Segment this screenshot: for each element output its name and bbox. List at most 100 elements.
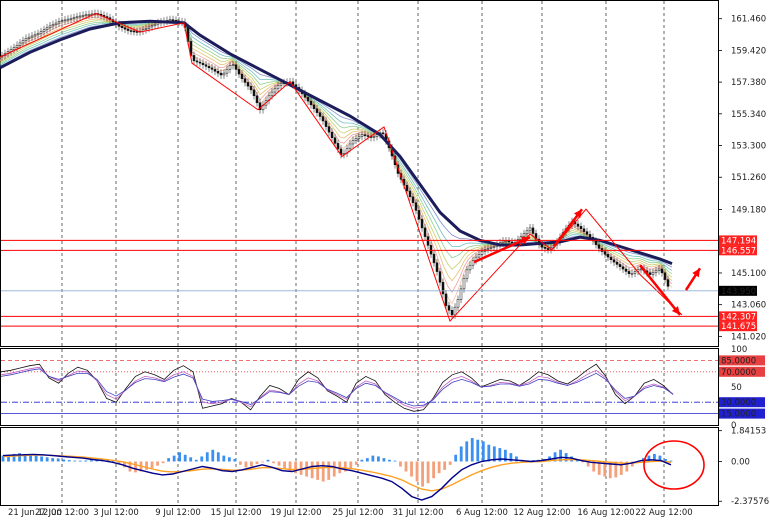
candle-body xyxy=(204,64,208,67)
candle-body xyxy=(651,272,655,275)
macd-histogram-bar xyxy=(261,461,264,463)
candle-body xyxy=(171,19,175,21)
macd-histogram-bar xyxy=(216,452,220,462)
candle-body xyxy=(150,25,154,28)
macd-histogram-bar xyxy=(294,461,297,474)
ribbon-line xyxy=(0,18,673,282)
macd-histogram-bar xyxy=(454,454,458,462)
highlight-circle xyxy=(643,440,705,490)
candle-body xyxy=(579,226,583,230)
candle-body xyxy=(363,134,367,136)
arrow-head xyxy=(692,268,700,278)
macd-histogram-bar xyxy=(664,458,667,462)
candle-body xyxy=(441,282,445,295)
macd-histogram-bar xyxy=(29,454,33,462)
osc-y-tick-label: 0 xyxy=(731,421,736,431)
osc-level-bg xyxy=(719,366,765,377)
candle-body xyxy=(489,247,493,249)
candle-body xyxy=(306,97,310,102)
osc-series-line xyxy=(0,363,674,412)
x-tick-label: 15 Jul 12:00 xyxy=(211,508,262,518)
level-tag-bg xyxy=(719,311,757,322)
level-tag-bg xyxy=(719,235,757,246)
candle-body xyxy=(42,29,46,32)
candle-body xyxy=(540,244,544,248)
candle-body xyxy=(240,73,244,79)
candle-body xyxy=(429,245,433,255)
candle-body xyxy=(168,19,172,21)
level-tag-label: 146.557 xyxy=(721,246,756,256)
macd-histogram-bar xyxy=(487,444,491,462)
candle-body xyxy=(291,81,295,85)
candle-body xyxy=(30,35,34,38)
candle-body xyxy=(528,227,532,232)
candle-body xyxy=(507,240,511,243)
arrow-head xyxy=(574,209,582,219)
macd-histogram-bar xyxy=(332,461,336,477)
candle-body xyxy=(147,26,151,29)
candle-body xyxy=(648,272,652,275)
candle-body xyxy=(78,15,82,18)
macd-histogram-bar xyxy=(310,461,314,479)
candle-body xyxy=(510,241,514,244)
candle-body xyxy=(609,256,613,260)
macd-main-line xyxy=(2,453,672,501)
candle-body xyxy=(63,19,67,22)
macd-histogram-bar xyxy=(658,455,662,462)
candle-body xyxy=(405,184,409,192)
candle-body xyxy=(426,236,430,246)
macd-histogram-bar xyxy=(211,449,215,462)
macd-histogram-bar xyxy=(23,453,27,462)
macd-histogram-bar xyxy=(156,461,159,466)
arrow-line xyxy=(639,264,681,316)
macd-histogram-bar xyxy=(597,461,601,475)
x-tick-label: 12 Aug 12:00 xyxy=(513,508,570,518)
macd-histogram-bar xyxy=(18,453,21,462)
macd-histogram-bar xyxy=(354,461,358,465)
osc-level-bg xyxy=(719,355,765,366)
macd-histogram-bar xyxy=(150,461,154,469)
candle-body xyxy=(45,27,49,30)
macd-histogram-bar xyxy=(134,461,137,473)
candle-body xyxy=(216,70,220,74)
candle-body xyxy=(504,240,508,243)
macd-histogram-bar xyxy=(481,441,485,462)
macd-histogram-bar xyxy=(200,456,204,462)
level-tag: 141.675 xyxy=(719,321,757,332)
candle-body xyxy=(432,253,436,264)
macd-histogram-bar xyxy=(233,458,237,462)
y-tick-label: 143.060 xyxy=(731,301,766,311)
macd-histogram-bar xyxy=(272,461,275,464)
candle-body xyxy=(129,30,133,32)
macd-pane xyxy=(1,438,705,501)
osc-series-line xyxy=(0,368,674,407)
candle-body xyxy=(372,136,376,138)
macd-histogram-bar xyxy=(421,461,424,487)
candle-body xyxy=(531,227,535,234)
candle-body xyxy=(453,306,457,316)
macd-histogram-bar xyxy=(410,461,413,477)
macd-histogram-bar xyxy=(244,461,248,468)
macd-histogram-bar xyxy=(106,459,110,462)
macd-histogram-bar xyxy=(365,458,369,462)
macd-histogram-bar xyxy=(316,461,320,480)
candle-body xyxy=(210,67,214,70)
candle-body xyxy=(195,60,199,63)
macd-histogram-bar xyxy=(288,461,292,471)
candle-body xyxy=(51,24,55,27)
macd-histogram-bar xyxy=(608,461,612,479)
macd-histogram-bar xyxy=(503,449,507,462)
macd-histogram-bar xyxy=(145,461,148,470)
candle-body xyxy=(27,36,31,39)
macd-histogram-bar xyxy=(625,461,629,472)
candle-body xyxy=(12,47,16,50)
macd-histogram-bar xyxy=(266,459,270,462)
macd-histogram-bar xyxy=(194,459,198,462)
candle-body xyxy=(486,248,490,250)
candle-body xyxy=(321,116,325,122)
candle-body xyxy=(21,40,25,44)
candle-body xyxy=(270,91,274,97)
x-tick-label: 19 Jul 12:00 xyxy=(271,508,322,518)
